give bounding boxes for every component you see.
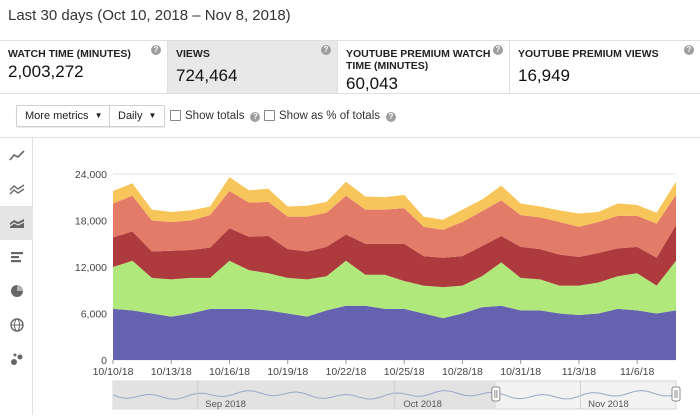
metric-tabs: WATCH TIME (MINUTES) 2,003,272 ? VIEWS 7…: [0, 40, 700, 94]
more-metrics-button[interactable]: More metrics ▼: [16, 105, 112, 127]
views-chart: 0 6,000 12,000 18,000 24,000 10/10/18 10/13/18…: [33, 138, 700, 415]
metric-label: YOUTUBE PREMIUM VIEWS: [518, 48, 659, 60]
metric-tab-views[interactable]: VIEWS 724,464 ?: [168, 41, 338, 93]
metric-value: 2,003,272: [8, 62, 84, 81]
help-icon[interactable]: ?: [250, 112, 261, 122]
area-series-5: [113, 177, 676, 230]
bubble-chart-icon[interactable]: [0, 342, 33, 376]
range-handle-left[interactable]: [491, 386, 501, 402]
checkbox-icon[interactable]: [264, 110, 275, 121]
chart-type-sidebar: [0, 138, 33, 415]
x-tick-label: 10/10/18: [93, 366, 134, 378]
area-series-1: [113, 305, 676, 360]
pie-chart-icon[interactable]: [0, 274, 33, 308]
area-series-2: [113, 260, 676, 319]
metric-value: 16,949: [518, 66, 570, 85]
metric-value: 60,043: [346, 74, 398, 93]
y-tick-label: 0: [101, 355, 107, 367]
x-tick-label: 10/22/18: [326, 366, 367, 378]
multi-line-chart-icon[interactable]: [0, 172, 33, 206]
help-icon[interactable]: ?: [151, 45, 161, 55]
x-tick-label: 11/6/18: [620, 366, 654, 378]
bar-chart-icon[interactable]: [0, 240, 33, 274]
x-tick-label: 10/19/18: [267, 366, 308, 378]
date-range-title[interactable]: Last 30 days (Oct 10, 2018 – Nov 8, 2018…: [8, 7, 291, 24]
help-icon[interactable]: ?: [386, 112, 396, 122]
x-tick-label: 10/16/18: [209, 366, 250, 378]
checkbox-icon[interactable]: [170, 110, 181, 121]
show-pct-checkbox[interactable]: Show as % of totals?: [264, 110, 396, 124]
chart-toolbar: More metrics ▼ Daily ▼ Show totals? Show a…: [0, 94, 700, 138]
area-series-4: [113, 191, 676, 258]
caret-down-icon: ▼: [94, 111, 103, 121]
navigator-label: Sep 2018: [205, 399, 246, 410]
x-tick-label: 11/3/18: [562, 366, 596, 378]
metric-label: VIEWS: [176, 48, 210, 60]
metric-tab-watch-time[interactable]: WATCH TIME (MINUTES) 2,003,272 ?: [0, 41, 168, 93]
daily-dropdown[interactable]: Daily ▼: [109, 105, 166, 127]
daily-label: Daily: [118, 110, 143, 122]
help-icon[interactable]: ?: [493, 45, 503, 55]
y-tick-label: 18,000: [75, 216, 107, 228]
line-chart-icon[interactable]: [0, 138, 33, 172]
show-totals-label: Show totals: [185, 110, 245, 122]
y-tick-label: 6,000: [81, 309, 107, 321]
more-metrics-label: More metrics: [25, 110, 89, 122]
x-tick-label: 10/28/18: [442, 366, 483, 378]
help-icon[interactable]: ?: [321, 45, 331, 55]
range-handle-right[interactable]: [671, 386, 681, 402]
show-totals-checkbox[interactable]: Show totals?: [170, 110, 261, 124]
metric-tab-premium-watch-time[interactable]: YOUTUBE PREMIUM WATCH TIME (MINUTES) 60,…: [338, 41, 510, 93]
metric-label: WATCH TIME (MINUTES): [8, 48, 131, 60]
stacked-area-chart[interactable]: 0 6,000 12,000 18,000 24,000 10/10/18 10/13/18…: [33, 138, 700, 415]
y-tick-label: 12,000: [75, 262, 107, 274]
stacked-area-chart-icon[interactable]: [0, 206, 33, 240]
help-icon[interactable]: ?: [684, 45, 694, 55]
show-pct-label: Show as % of totals: [279, 110, 380, 122]
x-tick-label: 10/31/18: [500, 366, 541, 378]
metric-value: 724,464: [176, 66, 238, 85]
area-series-3: [113, 225, 676, 288]
metric-tab-premium-views[interactable]: YOUTUBE PREMIUM VIEWS 16,949 ?: [510, 41, 700, 93]
page-header: Last 30 days (Oct 10, 2018 – Nov 8, 2018…: [0, 0, 700, 40]
range-navigator-shade: [113, 381, 496, 409]
navigator-label: Nov 2018: [588, 399, 629, 410]
x-tick-label: 10/13/18: [151, 366, 192, 378]
map-globe-icon[interactable]: [0, 308, 33, 342]
metric-label: YOUTUBE PREMIUM WATCH TIME (MINUTES): [346, 48, 491, 72]
y-tick-label: 24,000: [75, 169, 107, 181]
navigator-label: Oct 2018: [403, 399, 442, 410]
caret-down-icon: ▼: [148, 111, 157, 121]
x-tick-label: 10/25/18: [384, 366, 425, 378]
